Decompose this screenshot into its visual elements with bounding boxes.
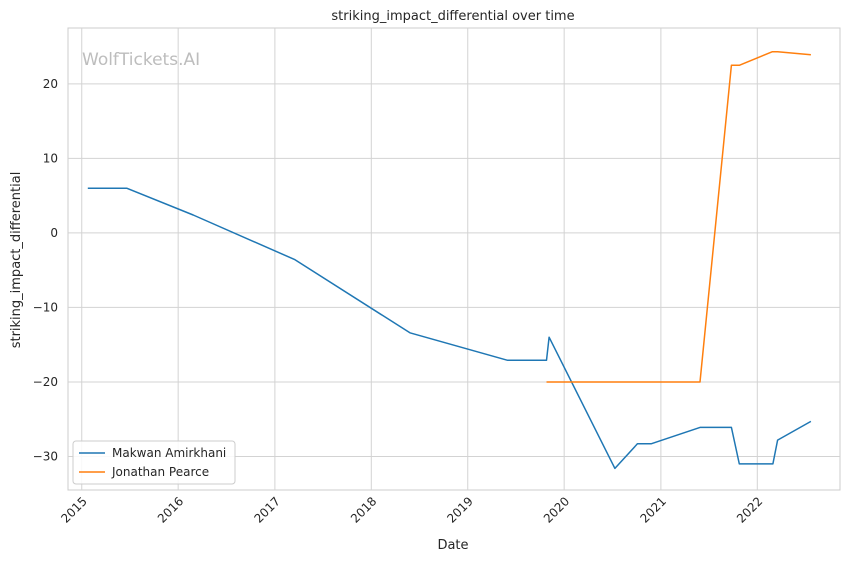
x-tick-label: 2019 <box>444 494 475 525</box>
y-tick-label: −20 <box>33 375 58 389</box>
grid-lines <box>68 28 840 490</box>
y-axis-title: striking_impact_differential <box>9 172 24 349</box>
legend-box <box>72 440 236 485</box>
x-tick-label: 2021 <box>637 494 668 525</box>
x-axis-title: Date <box>437 538 468 553</box>
series-line-jonathan-pearce <box>546 51 811 383</box>
x-tick-label: 2017 <box>251 494 282 525</box>
x-tick-label: 2020 <box>541 494 572 525</box>
y-tick-label: 0 <box>50 226 58 240</box>
watermark-text: WolfTickets.AI <box>82 50 200 70</box>
y-tick-label: 20 <box>43 77 58 91</box>
x-axis-ticks: 2015 2016 2017 2018 2019 2020 2021 2022 <box>58 494 765 525</box>
legend-label: Jonathan Pearce <box>111 465 209 479</box>
plot-area <box>67 27 841 491</box>
legend: Makwan Amirkhani Jonathan Pearce <box>72 440 236 485</box>
y-axis-ticks: −30 −20 −10 0 10 20 <box>33 77 58 464</box>
chart-title: striking_impact_differential over time <box>331 9 574 24</box>
plot-frame <box>67 27 841 491</box>
y-tick-label: −30 <box>33 449 58 463</box>
x-tick-label: 2022 <box>734 494 765 525</box>
legend-label: Makwan Amirkhani <box>112 446 226 460</box>
series-lines <box>87 51 812 470</box>
x-tick-label: 2016 <box>155 494 186 525</box>
x-tick-label: 2015 <box>58 494 89 525</box>
y-tick-label: −10 <box>33 300 58 314</box>
series-line-makwan-amirkhani <box>87 187 812 470</box>
y-tick-label: 10 <box>43 151 58 165</box>
x-tick-label: 2018 <box>348 494 379 525</box>
